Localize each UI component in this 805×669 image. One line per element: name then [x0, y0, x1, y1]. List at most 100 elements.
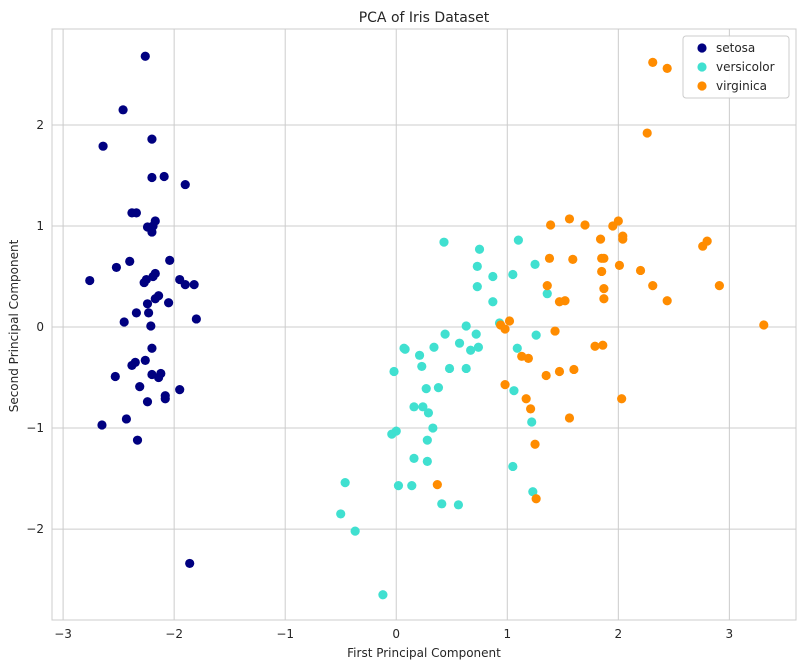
legend-label-versicolor: versicolor [716, 60, 775, 74]
versicolor-point [389, 366, 399, 377]
x-tick-label: 2 [615, 627, 623, 641]
setosa-point [110, 371, 120, 382]
virginica-point [544, 253, 555, 263]
versicolor-point [512, 343, 522, 353]
setosa-point [147, 343, 157, 353]
setosa-point [159, 171, 169, 182]
versicolor-point [439, 237, 449, 247]
setosa-point [132, 435, 143, 445]
y-axis-label: Second Principal Component [7, 239, 21, 412]
virginica-point [541, 370, 551, 381]
virginica-point [550, 326, 560, 336]
virginica-point [530, 439, 540, 449]
versicolor-point [444, 363, 455, 374]
versicolor-point [391, 426, 401, 436]
versicolor-point [423, 408, 434, 418]
versicolor-point [417, 361, 427, 372]
virginica-point [648, 57, 658, 67]
y-tick-label: −1 [26, 421, 44, 435]
virginica-point [635, 265, 646, 276]
virginica-point [564, 413, 575, 423]
virginica-point [613, 216, 623, 226]
setosa-point [142, 397, 153, 407]
virginica-point [617, 394, 627, 404]
virginica-point [597, 253, 607, 263]
versicolor-point [508, 269, 518, 280]
series-versicolor [336, 235, 552, 600]
versicolor-point [400, 344, 410, 354]
versicolor-point [472, 282, 482, 292]
virginica-point [564, 214, 575, 224]
legend-label-virginica: virginica [716, 79, 767, 93]
versicolor-point [461, 363, 471, 374]
virginica-point [580, 220, 590, 230]
setosa-point [111, 262, 122, 273]
versicolor-point [418, 402, 428, 412]
setosa-point [147, 227, 157, 237]
setosa-point [191, 314, 201, 324]
versicolor-point [340, 478, 350, 488]
setosa-point [163, 298, 174, 308]
versicolor-point [527, 417, 537, 427]
x-tick-label: 1 [503, 627, 511, 641]
versicolor-point [428, 423, 438, 433]
setosa-point [180, 279, 190, 290]
virginica-point [598, 340, 608, 350]
setosa-point [125, 256, 135, 266]
setosa-point [118, 105, 128, 115]
x-tick-label: −2 [165, 627, 183, 641]
x-tick-label: 0 [392, 627, 400, 641]
virginica-point [554, 297, 565, 307]
versicolor-point [421, 384, 431, 394]
setosa-point [142, 299, 153, 309]
legend-marker-versicolor [697, 62, 707, 72]
virginica-point [500, 380, 510, 390]
legend-box [682, 35, 790, 99]
virginica-point [521, 394, 531, 404]
x-axis-label: First Principal Component [347, 646, 501, 660]
y-tick-label: 2 [36, 118, 44, 132]
versicolor-point [453, 500, 464, 510]
virginica-point [569, 364, 579, 375]
versicolor-point [473, 342, 484, 352]
legend-marker-virginica [697, 81, 707, 91]
versicolor-point [542, 289, 552, 299]
virginica-point [504, 316, 515, 326]
legend-items: setosa versicolor virginica [697, 41, 775, 93]
versicolor-point [440, 329, 450, 339]
versicolor-point [471, 329, 481, 339]
legend-marker-setosa [697, 43, 707, 53]
versicolor-point [509, 386, 519, 396]
setosa-point [119, 317, 129, 327]
virginica-point [531, 494, 541, 504]
versicolor-point [437, 499, 447, 509]
virginica-point [698, 241, 708, 251]
versicolor-point [433, 383, 444, 393]
virginica-point [526, 404, 536, 414]
virginica-point [618, 234, 628, 244]
versicolor-point [409, 453, 419, 463]
setosa-point [150, 294, 160, 304]
versicolor-point [472, 261, 482, 272]
versicolor-point [474, 244, 485, 254]
virginica-point [568, 254, 578, 264]
virginica-point [590, 341, 600, 351]
versicolor-point [488, 271, 498, 282]
virginica-point [648, 281, 658, 291]
virginica-point [595, 234, 606, 244]
y-tick-label: 1 [36, 219, 44, 233]
versicolor-point [336, 509, 346, 519]
setosa-point [98, 141, 108, 151]
versicolor-point [414, 350, 425, 360]
setosa-point [146, 321, 156, 331]
y-tick-label: −2 [26, 522, 44, 536]
y-tick-label: 0 [36, 320, 44, 334]
setosa-point [85, 275, 95, 286]
setosa-point [180, 179, 190, 190]
versicolor-point [454, 338, 465, 348]
versicolor-point [531, 330, 541, 340]
virginica-point [599, 294, 609, 304]
virginica-point [599, 284, 609, 294]
